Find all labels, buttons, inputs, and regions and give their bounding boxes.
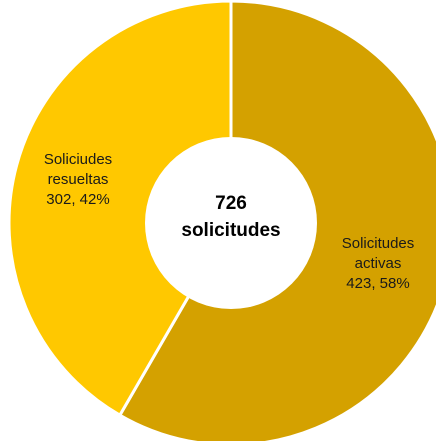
slice-label-0-line-0: Solicitudes <box>342 235 415 252</box>
slice-label-1-line-0: Soliciudes <box>44 151 112 168</box>
donut-hole <box>145 137 317 309</box>
center-total-value: 726 <box>215 193 247 214</box>
slice-label-0-line-2: 423, 58% <box>346 275 409 292</box>
slice-label-0-line-1: activas <box>355 255 402 272</box>
slice-label-1-line-1: resueltas <box>48 171 109 188</box>
slice-soliciudes-resueltas <box>7 0 233 418</box>
slice-label-1-line-2: 302, 42% <box>46 191 109 208</box>
slice-labels-group: Solicitudes activas 423, 58% Soliciudes resu… <box>44 151 414 292</box>
center-total-unit: solicitudes <box>181 220 280 241</box>
